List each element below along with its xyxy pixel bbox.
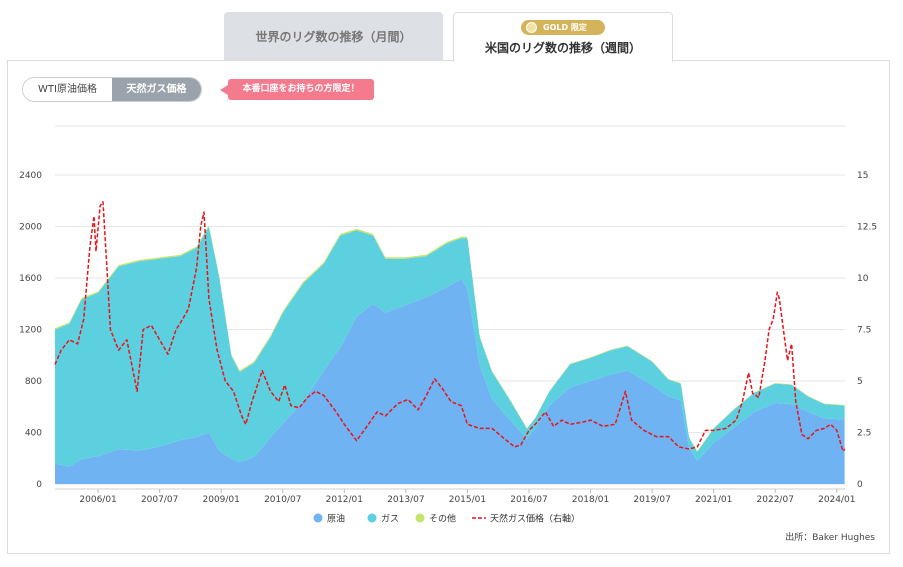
y-right-tick-label: 12.5: [857, 223, 877, 233]
legend-marker-0: [313, 513, 323, 523]
x-tick-label: 2013/07: [387, 495, 424, 505]
x-tick-label: 2022/07: [757, 495, 794, 505]
gold-badge: GOLD 限定: [521, 20, 605, 35]
x-tick-label: 2024/01: [818, 495, 855, 505]
tab-weekly-rig-count[interactable]: GOLD 限定 米国のリグ数の推移（週間）: [453, 12, 673, 62]
tab-monthly-label: 世界のリグ数の推移（月間）: [255, 30, 412, 44]
legend-label-3: 天然ガス価格（右軸）: [490, 513, 580, 525]
y-left-tick-label: 1200: [19, 326, 42, 336]
tab-weekly-label: 米国のリグ数の推移（週間）: [484, 41, 641, 55]
legend-marker-2: [415, 513, 425, 523]
price-toggle: WTI原油価格 天然ガス価格: [22, 77, 202, 102]
tab-monthly-rig-count[interactable]: 世界のリグ数の推移（月間）: [224, 12, 443, 60]
chart-areas: [55, 225, 845, 484]
y-left-tick-label: 2400: [19, 171, 42, 181]
chart-axes: 0 400 800 1200 1600 2000 2400 0 2.5 5 7.5 10 12.5 15 2…: [19, 171, 877, 505]
legend-label-0: 原油: [327, 513, 345, 525]
legend-marker-1: [367, 513, 377, 523]
x-tick-label: 2009/01: [203, 495, 240, 505]
x-tick-label: 2018/01: [572, 495, 609, 505]
y-right-tick-label: 0: [857, 480, 863, 490]
y-left-tick-label: 400: [25, 429, 42, 439]
wti-price-button[interactable]: WTI原油価格: [23, 78, 112, 101]
x-tick-label: 2010/07: [264, 495, 301, 505]
y-left-tick-label: 2000: [19, 223, 42, 233]
area-gas: [55, 227, 845, 467]
y-right-tick-label: 15: [857, 171, 868, 181]
gold-badge-label: GOLD 限定: [543, 23, 587, 32]
y-right-tick-label: 5: [857, 377, 863, 387]
legend-label-2: その他: [429, 513, 456, 525]
y-left-tick-label: 800: [25, 377, 42, 387]
gold-coin-icon: [526, 22, 537, 33]
x-tick-label: 2007/07: [141, 495, 178, 505]
gas-price-button[interactable]: 天然ガス価格: [112, 78, 201, 101]
y-left-tick-label: 0: [36, 480, 42, 490]
y-right-tick-label: 10: [857, 274, 869, 284]
x-tick-label: 2019/07: [633, 495, 670, 505]
y-right-tick-label: 7.5: [857, 326, 871, 336]
chart-price-line: [54, 201, 846, 452]
source-note: 出所：Baker Hughes: [785, 533, 875, 543]
chart-legend: 原油 ガス その他 天然ガス価格（右軸）: [313, 513, 580, 525]
x-tick-label: 2015/01: [449, 495, 486, 505]
notice-arrow: [220, 85, 228, 95]
y-left-tick-label: 1600: [19, 274, 42, 284]
price-line: [54, 201, 846, 452]
y-right-tick-label: 2.5: [857, 429, 871, 439]
x-tick-label: 2006/01: [79, 495, 116, 505]
x-tick-label: 2016/07: [510, 495, 547, 505]
x-tick-label: 2012/01: [326, 495, 363, 505]
x-tick-label: 2021/01: [695, 495, 732, 505]
legend-label-1: ガス: [381, 514, 399, 525]
live-account-notice: 本番口座をお持ちの方限定！: [228, 79, 374, 100]
area-oil: [55, 279, 845, 484]
